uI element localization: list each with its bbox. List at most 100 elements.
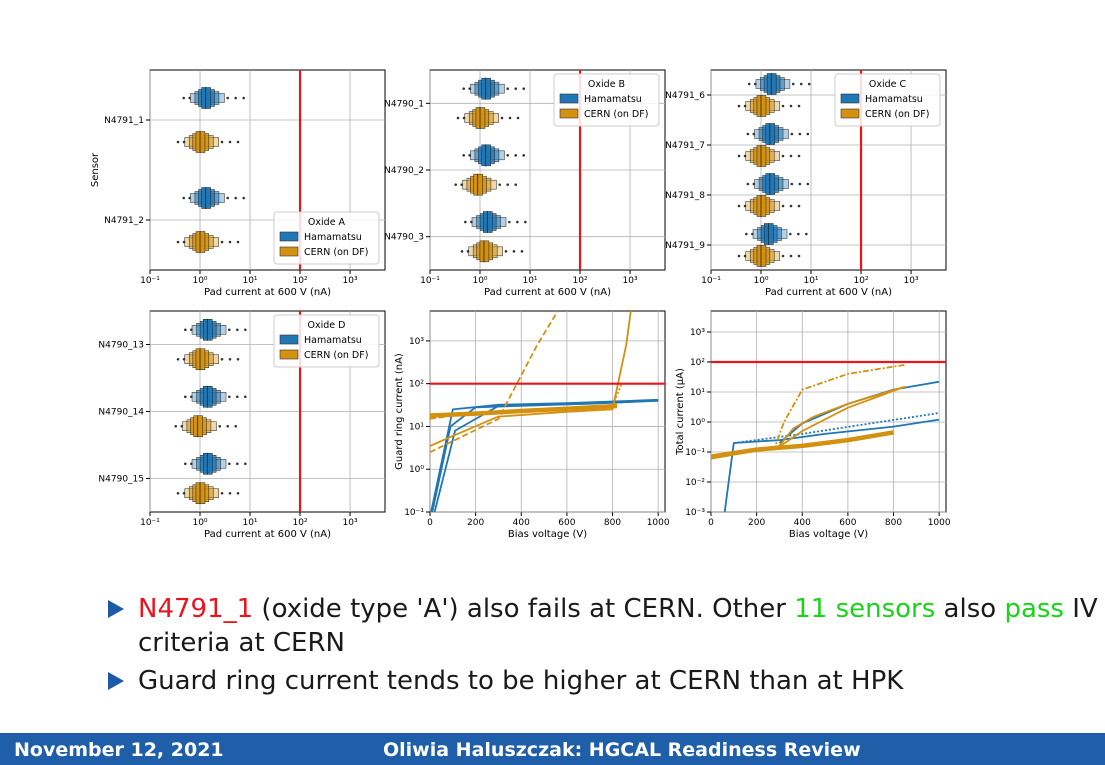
x-tick-label: 10³ [343, 276, 358, 286]
boxen-panel-3: 10⁻¹ 10⁰ 10¹ 10² 10³ N4791_6 N4791_7 N4791_8 N47… [665, 69, 947, 298]
boxen-box [481, 77, 491, 100]
outlier-point [781, 154, 785, 158]
outlier-point [737, 204, 741, 208]
iv-curve [430, 311, 632, 447]
legend-swatch-cern [279, 349, 299, 360]
boxen-box [203, 386, 213, 408]
outlier-point [462, 116, 466, 120]
outlier-point [236, 240, 240, 244]
outlier-point [506, 87, 510, 90]
sensor-label: N4790_1 [384, 99, 424, 109]
iv-curve [433, 399, 659, 512]
x-tick-label: 10⁰ [192, 276, 207, 286]
sensor-label: N4790_3 [384, 233, 424, 243]
legend-swatch-cern [559, 108, 579, 119]
outlier-point [514, 183, 518, 186]
boxen-box [203, 319, 213, 341]
outlier-point [512, 250, 516, 253]
y-tick-label: 10⁻² [685, 478, 705, 488]
outlier-point [520, 250, 524, 253]
x-tick-label: 10³ [623, 276, 638, 286]
boxen-box [765, 123, 776, 145]
outlier-point [242, 196, 246, 200]
x-tick-label: 800 [885, 518, 902, 528]
legend-box [553, 73, 660, 127]
x-tick-label: 1000 [647, 518, 670, 528]
legend-label-hamamatsu: Hamamatsu [584, 94, 642, 105]
y-tick-label: 10² [690, 358, 705, 368]
outlier-point [797, 254, 801, 258]
x-tick-label: 10⁻¹ [701, 276, 721, 286]
outlier-point [220, 240, 224, 244]
outlier-point [737, 104, 741, 108]
bullet-1-text-3: IV criteria at CERN [138, 594, 1098, 658]
legend-box [273, 314, 380, 368]
outlier-point [182, 491, 186, 495]
outlier-point [182, 96, 186, 100]
boxen-box [756, 95, 767, 117]
outlier-point [236, 328, 239, 332]
outlier-point [745, 232, 748, 236]
boxen-box [483, 211, 493, 233]
outlier-point [743, 254, 747, 258]
outlier-point [508, 220, 511, 224]
triangle-bullet-icon [108, 600, 124, 618]
outlier-point [226, 196, 230, 200]
y-tick-label: 10⁻³ [685, 508, 705, 518]
outlier-point [798, 182, 802, 186]
outlier-point [781, 254, 785, 258]
outlier-point [220, 140, 224, 144]
x-tick-label: 200 [748, 518, 765, 528]
outlier-point [190, 395, 193, 399]
boxen-box [766, 73, 777, 95]
legend-label-cern: CERN (on DF) [304, 247, 368, 258]
pass-word: pass [1004, 594, 1064, 624]
outlier-point [789, 232, 792, 236]
legend-swatch-hamamatsu [559, 93, 579, 104]
outlier-point [456, 116, 460, 120]
bullet-1-text: (oxide type 'A') also fails at CERN. Oth… [253, 594, 795, 624]
x-tick-label: 10⁻¹ [140, 518, 160, 528]
outlier-point [806, 182, 810, 186]
outlier-point [516, 116, 520, 120]
outlier-point [228, 357, 232, 361]
outlier-point [228, 462, 231, 466]
x-tick-label: 1000 [928, 518, 951, 528]
outlier-point [244, 462, 247, 466]
x-axis-label: Bias voltage (V) [789, 529, 868, 540]
legend-label-cern: CERN (on DF) [304, 350, 368, 361]
boxen-box [481, 144, 491, 167]
boxen-box [201, 187, 211, 209]
y-tick-label: 10¹ [409, 422, 424, 432]
outlier-point [190, 462, 193, 466]
outlier-point [244, 328, 247, 332]
outlier-point [460, 183, 464, 186]
boxen-box [756, 145, 767, 167]
x-tick-label: 10² [573, 276, 588, 286]
outlier-point [789, 154, 793, 158]
outlier-point [464, 220, 467, 224]
iv-panel-5: 0 200 400 600 800 1000 10⁻¹ 10⁰ 10¹ 10² 10³ Bias vo… [394, 310, 670, 540]
iv-curve [711, 430, 894, 459]
boxen-box [201, 87, 211, 109]
y-tick-label: 10¹ [690, 388, 705, 398]
x-tick-label: 10⁻¹ [420, 276, 440, 286]
y-axis-label: Total current (μA) [675, 368, 686, 456]
sensor-label: N4791_1 [104, 116, 144, 126]
outlier-point [797, 232, 800, 236]
boxen-box [193, 415, 203, 437]
outlier-point [220, 357, 224, 361]
outlier-point [244, 395, 247, 399]
y-tick-label: 10⁻¹ [404, 508, 424, 518]
x-tick-label: 0 [427, 518, 433, 528]
outlier-point [228, 491, 232, 495]
bullet-1: N4791_1 (oxide type 'A') also fails at C… [108, 592, 1098, 660]
outlier-point [506, 183, 510, 186]
footer-bar: November 12, 2021 Oliwia Haluszczak: HGC… [0, 733, 1105, 765]
outlier-point [242, 96, 246, 100]
outlier-point [228, 140, 232, 144]
outlier-point [236, 462, 239, 466]
outlier-point [228, 395, 231, 399]
outlier-point [176, 357, 180, 361]
outlier-point [743, 104, 747, 108]
